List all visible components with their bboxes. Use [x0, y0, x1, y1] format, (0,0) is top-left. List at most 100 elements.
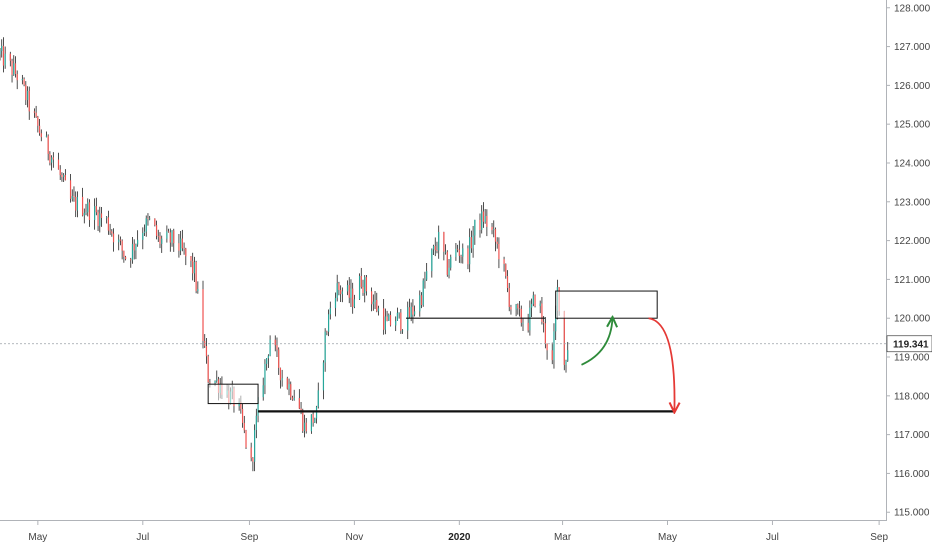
candle [462, 243, 464, 264]
x-axis-ticks[interactable]: May Jul Sep Nov 2020 Mar May Jul Sep [28, 520, 888, 543]
candle-body [154, 218, 156, 226]
candle-body [185, 248, 187, 257]
candle [298, 389, 300, 410]
candle-body [124, 256, 127, 260]
current-price-value: 119.341 [893, 339, 929, 350]
candle [286, 376, 288, 390]
candle [183, 242, 185, 255]
y-axis-ticks[interactable]: 115.000 116.000 117.000 118.000 119.000 120.0… [886, 3, 931, 519]
candle-body [532, 295, 534, 304]
y-tick-label: 121.000 [894, 275, 931, 286]
candle-body [389, 315, 392, 326]
candle-body [195, 262, 197, 292]
candle-body [539, 303, 541, 307]
candle [482, 202, 485, 228]
candle [567, 341, 569, 362]
candle-body [173, 230, 175, 244]
candle [192, 252, 194, 281]
candle [193, 256, 196, 282]
candle-body [288, 384, 290, 389]
candle [28, 86, 30, 120]
candle-body [178, 243, 180, 251]
candle [241, 403, 244, 428]
candle [169, 228, 171, 252]
candle [202, 280, 204, 349]
x-tick-label: May [658, 532, 677, 543]
candle [517, 303, 519, 315]
bounce-up-arrow [581, 318, 612, 366]
candle-body [567, 350, 569, 361]
candle [334, 292, 337, 317]
candle-body [486, 216, 488, 227]
candle-body [317, 390, 319, 407]
candle-body [49, 153, 51, 163]
candle-body [23, 79, 25, 85]
candle-body [493, 229, 495, 231]
candle [63, 173, 65, 182]
candle [135, 243, 137, 260]
candle-body [565, 360, 567, 365]
candle [350, 279, 352, 308]
candle-body [264, 363, 266, 386]
candle [563, 310, 565, 371]
candle-body [443, 231, 445, 252]
candle [57, 152, 60, 170]
candles-layer [0, 37, 569, 472]
candle [245, 429, 247, 450]
candle-body [167, 231, 170, 233]
candle [61, 172, 63, 182]
candle-body [414, 311, 416, 315]
candle-body [238, 402, 240, 407]
candle [142, 227, 144, 250]
candle [112, 228, 115, 252]
candle-body [494, 229, 497, 242]
candle [518, 301, 521, 317]
candle-body [255, 415, 257, 431]
y-tick-label: 118.000 [894, 391, 930, 402]
candle [531, 298, 533, 318]
x-tick-label: May [28, 532, 47, 543]
candle [85, 203, 87, 216]
candle-body [193, 262, 196, 274]
candle-body [422, 280, 424, 306]
candle [49, 151, 51, 166]
candle-body [28, 90, 30, 112]
candle-body [312, 414, 314, 423]
candle [310, 414, 312, 434]
candle [207, 354, 209, 384]
candle [443, 231, 445, 261]
zone-box [555, 290, 658, 319]
candle [515, 303, 517, 317]
candle [474, 219, 476, 245]
candle [180, 230, 182, 256]
candle-body [293, 398, 295, 400]
candle-body [107, 217, 109, 231]
candle [374, 291, 376, 310]
candle-body [26, 90, 29, 101]
candle-body [147, 218, 149, 220]
candle-body [254, 430, 256, 462]
candle [541, 297, 543, 325]
candle-body [279, 367, 282, 381]
candle-body [455, 248, 457, 257]
candle-body [245, 430, 247, 448]
candle-body [383, 308, 385, 330]
candle-body [209, 382, 211, 384]
candle-body [207, 356, 209, 383]
candle [109, 223, 111, 235]
y-tick-label: 124.000 [894, 158, 931, 169]
candle [346, 280, 349, 296]
candle-body [9, 53, 11, 61]
candle [422, 278, 424, 307]
candle [254, 424, 256, 472]
candle-body [181, 238, 183, 249]
candle-body [157, 235, 159, 237]
candle-body [119, 239, 122, 241]
candle [173, 228, 175, 252]
candle [147, 213, 149, 226]
candle [305, 417, 307, 434]
candle [364, 275, 366, 303]
candle-body [161, 238, 163, 244]
annotations-layer [207, 290, 674, 411]
